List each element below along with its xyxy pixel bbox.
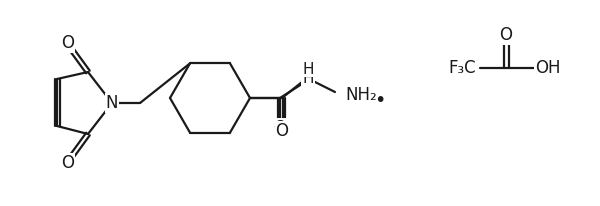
Text: O: O	[62, 34, 74, 52]
Text: NH₂: NH₂	[345, 86, 377, 104]
Text: O: O	[275, 122, 289, 140]
Text: N: N	[106, 94, 118, 112]
Text: O: O	[274, 119, 287, 137]
Text: O: O	[62, 154, 74, 172]
Text: O: O	[499, 26, 512, 44]
Text: •: •	[374, 90, 386, 110]
Text: H: H	[302, 70, 314, 85]
Text: F₃C: F₃C	[448, 59, 476, 77]
Text: H: H	[302, 62, 314, 76]
Text: OH: OH	[535, 59, 561, 77]
